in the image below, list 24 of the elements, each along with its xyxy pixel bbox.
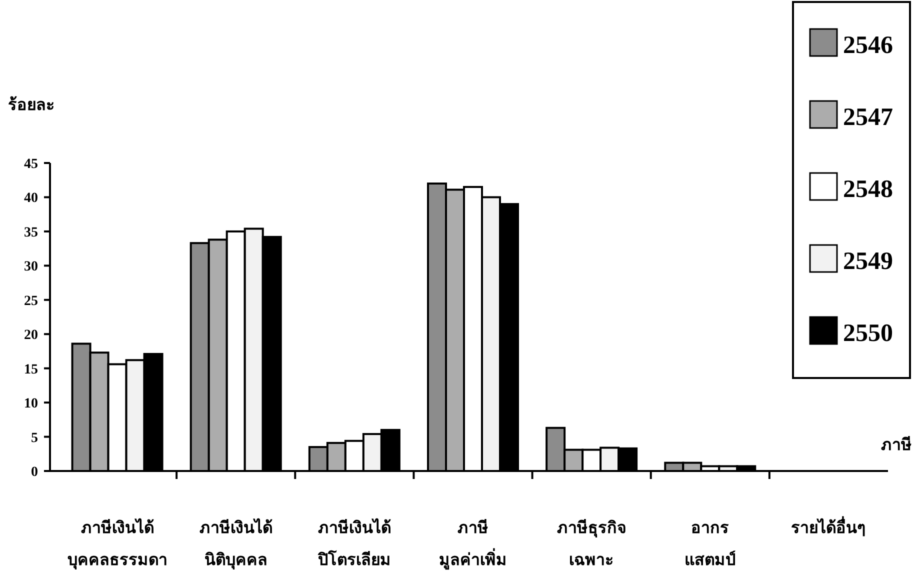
x-tick-label: ภาษีเงินได้ ปิโตรเลียม — [316, 518, 391, 569]
x-tick-label: ภาษี มูลค่าเพิ่ม — [439, 518, 507, 571]
legend-label: 2549 — [843, 248, 893, 275]
legend-label: 2546 — [843, 32, 893, 59]
x-tick-label: ภาษีเงินได้ นิติบุคคล — [199, 518, 272, 570]
y-tick-label: 30 — [24, 260, 38, 275]
legend-label: 2547 — [843, 104, 893, 131]
x-axis-title: ภาษี — [881, 435, 912, 454]
y-tick-label: 45 — [24, 157, 38, 172]
x-tick-label: ภาษีเงินได้ บุคคลธรรมดา — [67, 518, 168, 570]
y-tick-label: 0 — [31, 465, 38, 480]
legend-label: 2548 — [843, 176, 893, 203]
x-tick-label: ภาษีธุรกิจ เฉพาะ — [557, 518, 626, 569]
y-tick-label: 20 — [24, 328, 38, 344]
y-tick-label: 10 — [24, 396, 38, 412]
legend-label: 2550 — [843, 320, 893, 347]
y-tick-label: 35 — [24, 225, 38, 240]
y-tick-label: 25 — [24, 294, 38, 309]
y-tick-label: 5 — [31, 430, 38, 446]
y-tick-label: 40 — [24, 191, 38, 206]
y-axis-title: ร้อยละ — [8, 96, 55, 114]
x-tick-label: อากร แสตมป์ — [684, 520, 736, 569]
x-tick-label: รายได้อื่นๆ — [791, 516, 866, 537]
y-tick-label: 15 — [24, 362, 38, 378]
